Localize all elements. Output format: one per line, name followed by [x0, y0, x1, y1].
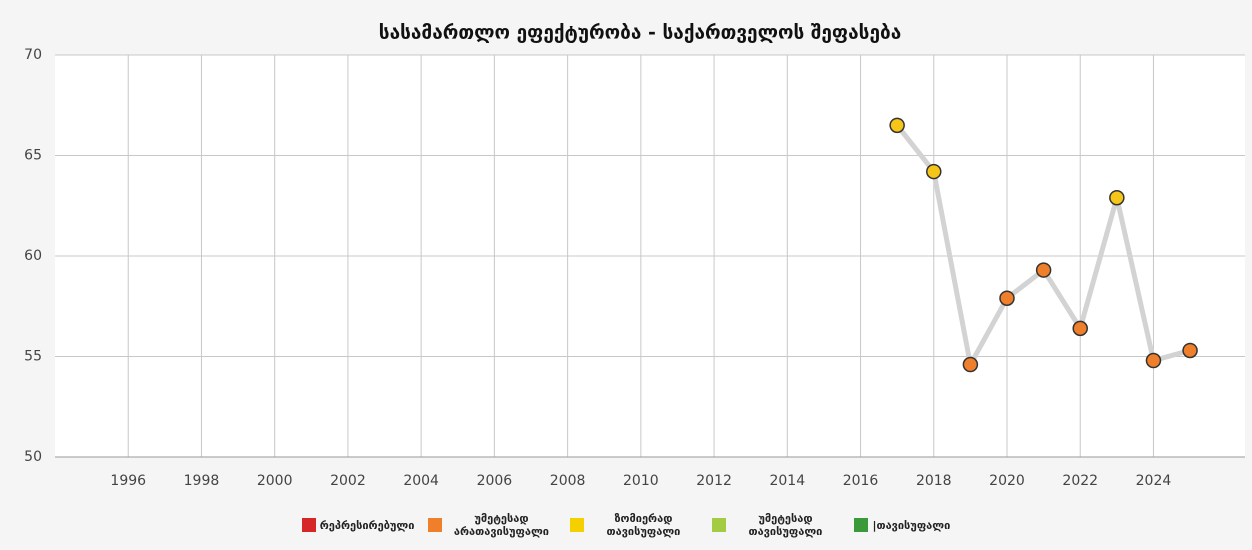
y-tick-label: 65: [24, 148, 42, 164]
data-point: [889, 117, 905, 134]
data-point: [1145, 352, 1162, 369]
data-point: [1035, 262, 1052, 278]
data-point: [962, 356, 979, 373]
legend-label: |თავისუფალი: [872, 518, 951, 532]
x-tick-label: 2012: [696, 473, 732, 489]
legend-label: უმეტესად არათავისუფალი: [453, 512, 549, 538]
data-point: [1109, 189, 1125, 206]
legend-swatch: [712, 518, 727, 532]
legend-swatch: [570, 518, 585, 532]
legend-item: უმეტესად არათავისუფალი: [428, 512, 556, 538]
legend-item: |თავისუფალი: [854, 518, 950, 532]
x-tick-label: 2002: [330, 473, 366, 489]
legend-swatch: [301, 518, 316, 532]
legend-swatch: [428, 518, 443, 532]
x-tick-label: 2022: [1062, 473, 1098, 489]
x-tick-label: 2014: [769, 473, 805, 489]
chart: სასამართლო ეფექტურობა - საქართველოს შეფა…: [24, 22, 1245, 489]
legend-label: უმეტესად თავისუფალი: [748, 512, 823, 538]
x-tick-label: 2016: [843, 473, 879, 489]
y-tick-label: 60: [24, 248, 42, 264]
x-tick-label: 1998: [184, 473, 220, 489]
data-point: [999, 290, 1015, 306]
x-tick-label: 2004: [403, 473, 439, 489]
legend-swatch: [854, 518, 869, 532]
x-tick-label: 2020: [989, 473, 1025, 489]
x-tick-label: 2006: [477, 473, 513, 489]
legend-item: უმეტესად თავისუფალი: [712, 512, 840, 538]
legend-item: რეპრესირებული: [301, 518, 415, 532]
x-tick-label: 2024: [1136, 473, 1172, 489]
y-tick-label: 55: [24, 349, 42, 365]
data-point: [926, 163, 942, 180]
data-point: [1072, 320, 1088, 337]
data-point: [1182, 342, 1198, 359]
x-tick-label: 1996: [110, 473, 146, 489]
y-tick-label: 70: [24, 47, 42, 63]
x-tick-label: 2010: [623, 473, 659, 489]
x-tick-label: 2018: [916, 473, 952, 489]
x-tick-label: 2008: [550, 473, 586, 489]
chart-title: სასამართლო ეფექტურობა - საქართველოს შეფა…: [379, 22, 901, 44]
legend-label: რეპრესირებული: [319, 518, 415, 532]
legend-label: ზომიერად თავისუფალი: [606, 512, 681, 538]
legend-item: ზომიერად თავისუფალი: [570, 512, 698, 538]
y-tick-label: 50: [24, 449, 42, 465]
x-tick-label: 2000: [257, 473, 293, 489]
legend: რეპრესირებული უმეტესად არათავისუფალი ზომიე…: [0, 512, 1252, 538]
